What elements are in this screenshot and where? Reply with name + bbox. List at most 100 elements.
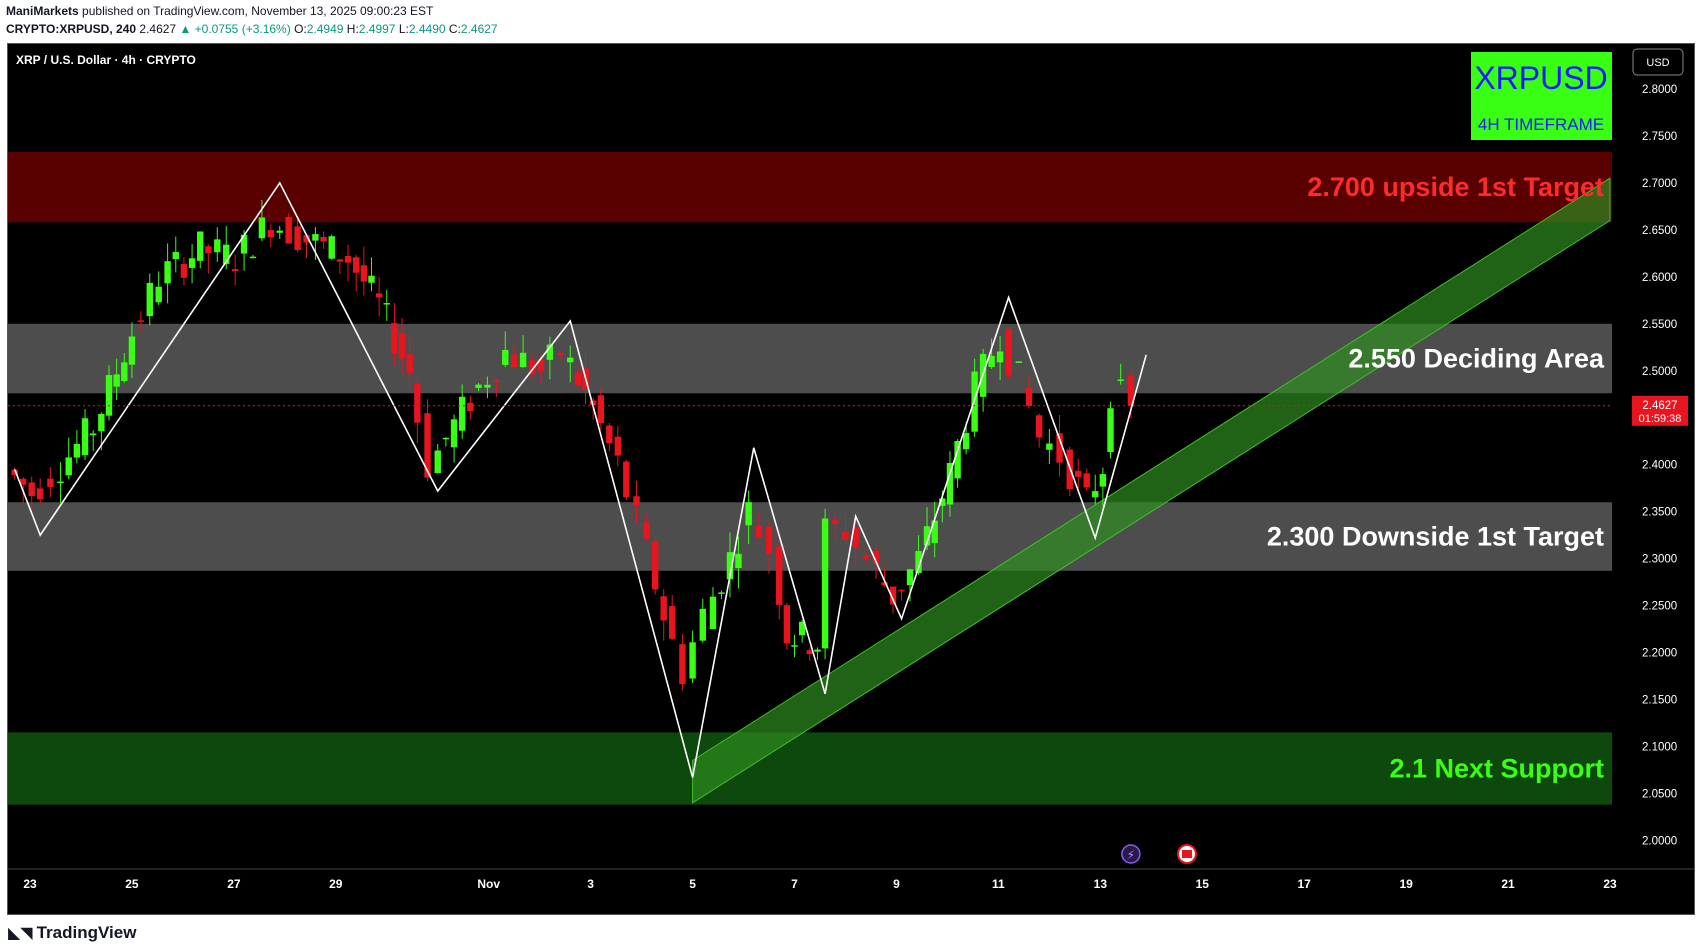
chart-title: XRP / U.S. Dollar · 4h · CRYPTO — [16, 53, 196, 67]
zone-label-support: 2.1 Next Support — [1389, 753, 1604, 783]
low-label: L: — [398, 22, 409, 36]
symbol-badge — [1471, 52, 1612, 140]
candle-body — [414, 383, 421, 423]
candle-body — [214, 239, 221, 253]
candle-body — [320, 236, 327, 242]
candle-body — [146, 282, 153, 317]
candle-body — [1005, 328, 1012, 376]
candle-body — [842, 531, 849, 540]
candle-body — [660, 596, 667, 621]
candle-body — [862, 555, 870, 559]
candle-body — [223, 244, 230, 264]
candle-body — [344, 255, 352, 263]
y-tick-label: 2.3500 — [1642, 507, 1677, 519]
x-tick-label: 23 — [23, 877, 37, 891]
publish-info: ManiMarkets published on TradingView.com… — [6, 4, 433, 18]
y-tick-label: 2.2500 — [1642, 601, 1677, 613]
candle-body — [368, 275, 375, 283]
candle-body — [939, 498, 946, 506]
candle-body — [755, 525, 763, 538]
y-tick-label: 2.4000 — [1642, 460, 1677, 472]
footer-brand[interactable]: ◣◥ TradingView — [8, 923, 136, 943]
candle-body — [98, 413, 105, 432]
x-tick-label: Nov — [477, 877, 500, 891]
y-tick-label: 2.8000 — [1642, 84, 1677, 96]
footer-brand-text: TradingView — [36, 923, 137, 942]
high-value: 2.4997 — [358, 22, 396, 36]
candle-body — [679, 644, 686, 685]
y-tick-label: 2.1500 — [1642, 694, 1677, 706]
candle-body — [1046, 443, 1053, 450]
candle-body — [745, 502, 752, 526]
y-tick-label: 2.6500 — [1642, 225, 1677, 237]
candle-body — [718, 592, 725, 594]
symbol-badge-subtitle: 4H TIMEFRAME — [1478, 115, 1604, 134]
candle-body — [121, 362, 128, 382]
candle-body — [352, 257, 360, 273]
candle-body — [567, 357, 574, 363]
candle-body — [1092, 491, 1099, 498]
price-badge — [1632, 395, 1688, 426]
candle-body — [164, 261, 171, 284]
candle-body — [606, 425, 613, 444]
candle-body — [258, 217, 266, 239]
candle-body — [915, 551, 922, 574]
candle-body — [510, 354, 518, 368]
price-chart[interactable]: 2.700 upside 1st Target 2.550 Deciding Ar… — [8, 44, 1694, 914]
symbol-badge-title: XRPUSD — [1474, 60, 1607, 96]
x-tick-label: 25 — [125, 877, 139, 891]
candle-body — [832, 519, 839, 524]
candle-body — [668, 606, 676, 639]
candle-body — [240, 234, 248, 254]
candle-body — [923, 526, 931, 546]
candle-body — [484, 384, 491, 388]
chart-frame[interactable]: 2.700 upside 1st Target 2.550 Deciding Ar… — [7, 43, 1695, 915]
candle-body — [90, 433, 97, 436]
candle-body — [798, 621, 806, 636]
symbol-label: CRYPTO:XRPUSD, 240 — [6, 22, 137, 36]
last-price: 2.4627 — [139, 22, 177, 36]
candle-body — [1083, 473, 1090, 488]
candle-body — [597, 395, 605, 424]
lightning-event-icon[interactable] — [1121, 844, 1141, 864]
candle-body — [881, 582, 888, 586]
candle-body — [898, 589, 905, 592]
candle-body — [188, 258, 196, 268]
flag-icon — [1181, 850, 1192, 858]
x-tick-label: 9 — [893, 877, 900, 891]
candle-body — [726, 552, 734, 580]
candle-body — [197, 231, 204, 261]
candle-body — [493, 380, 500, 382]
zone-resistance — [8, 151, 1612, 223]
candle-body — [336, 259, 344, 262]
candle-body — [360, 265, 368, 282]
low-value: 2.4490 — [408, 22, 446, 36]
candle-body — [65, 457, 72, 476]
y-tick-label: 2.6000 — [1642, 272, 1677, 284]
x-tick-label: 13 — [1094, 877, 1108, 891]
y-tick-label: 2.7000 — [1642, 178, 1677, 190]
candle-body — [1107, 408, 1114, 452]
price-badge-value: 2.4627 — [1642, 400, 1677, 412]
author-name[interactable]: ManiMarkets — [6, 4, 79, 18]
zigzag-line — [13, 181, 1147, 778]
candle-body — [137, 320, 145, 322]
open-label: O: — [294, 22, 307, 36]
y-tick-label: 2.2000 — [1642, 648, 1677, 660]
candle-body — [57, 481, 64, 484]
candle-body — [47, 478, 54, 487]
open-value: 2.4949 — [306, 22, 344, 36]
candle-body — [205, 246, 212, 254]
y-tick-label: 2.7500 — [1642, 131, 1677, 143]
zone-support — [8, 732, 1612, 805]
candle-body — [821, 518, 829, 649]
candle-body — [988, 355, 995, 367]
candle-body — [872, 550, 880, 564]
ohlc-legend: CRYPTO:XRPUSD, 240 2.4627 ▲ +0.0755 (+3.… — [6, 22, 498, 36]
candle-body — [1127, 375, 1135, 406]
candle-body — [519, 352, 527, 368]
candle-body — [954, 440, 961, 479]
currency-label: USD — [1646, 57, 1669, 69]
y-tick-label: 2.3000 — [1642, 554, 1677, 566]
candle-body — [294, 226, 301, 251]
